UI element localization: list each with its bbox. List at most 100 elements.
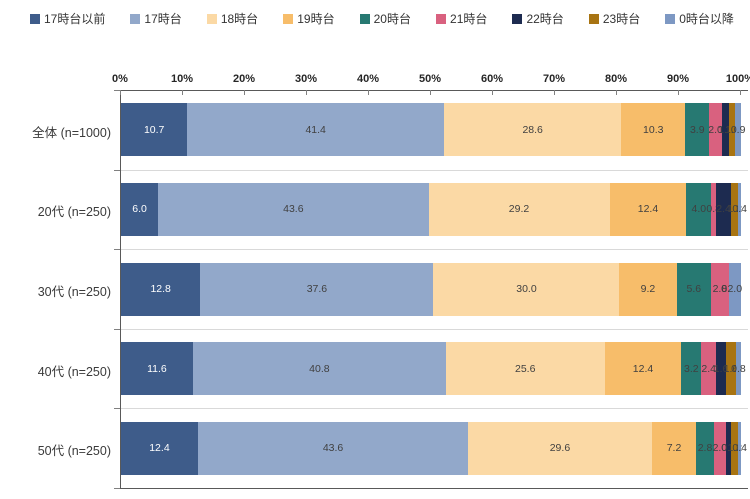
x-axis-line [120,90,748,91]
bar-row-2: 12.837.630.09.25.62.80.00.02.0 [121,262,742,316]
bar-segment: 29.2 [428,182,610,236]
bar-segment: 0.8 [721,421,736,475]
bar-segment: 2.4 [716,182,732,236]
bar-segment: 1.6 [723,342,739,396]
row-separator-line [121,408,748,410]
bar-segment-value: 1.2 [718,123,733,136]
legend-swatch-icon [588,14,599,24]
bar-segment: 9.2 [619,262,677,316]
legend-item-5: 21時台 [436,13,487,25]
y-axis-tick-mark [114,408,120,410]
bar-segment-value: 1.0 [724,123,740,136]
x-axis-tick-label: 70% [542,73,566,85]
bar-segment: 0.4 [732,182,747,236]
bar-segment: 43.6 [197,421,469,475]
bar-segment: 25.6 [445,342,605,396]
legend-item-8: 0時台以降 [665,13,734,25]
category-label: 30代 (n=250) [37,285,111,299]
bar-row-1: 6.0 43.6 29.2 12.4 4.0 0.8 2.4 1.2 0.4 [121,182,747,236]
bar-segment: 2.0 [712,421,728,475]
bar-segment: 1.2 [727,182,742,236]
bar-segment-value: 25.6 [515,362,536,375]
bar-segment: 0.9 [731,103,745,157]
x-axis-tick-label: 30% [294,73,318,85]
x-axis-tick-mark [492,90,493,95]
legend-swatch-icon [206,14,217,24]
x-axis-tick-mark [182,90,183,95]
bar-segment-value: 29.6 [549,441,571,454]
bar-segment-value: 7.2 [666,441,682,454]
bar-segment-value: 6.0 [132,203,147,216]
x-axis-tick-mark [244,90,245,95]
legend-swatch-icon [30,14,40,24]
x-axis-tick-mark [678,90,679,95]
bar-segment-value: 37.6 [306,282,328,295]
bar-segment: 1.6 [714,342,728,396]
bar-segment: 12.4 [609,182,687,236]
legend-item-1: 17時台 [130,13,182,25]
bar-segment: 2.0 [727,262,742,316]
legend-label: 20時台 [373,12,411,26]
legend-item-6: 22時台 [512,12,564,26]
legend-swatch-icon [359,14,370,24]
bar-segment-value: 2.0 [712,441,728,454]
bar-segment: 0.4 [732,421,747,475]
legend-label: 19時台 [297,12,335,26]
bar-segment-value: 4.0 [691,203,707,216]
bar-segment: 40.8 [192,342,446,396]
bar-segment-value: 0.9 [730,123,746,136]
bar-segment: 7.2 [651,421,697,475]
legend-item-4: 20時台 [359,12,411,26]
bar-segment-value: 1.6 [723,362,739,375]
bar-segment: 12.4 [604,342,682,396]
bar-segment-value: 2.8 [712,282,728,295]
bar-segment-value: 1.2 [727,203,743,216]
bar-segment-value: 5.6 [686,282,702,295]
legend-label: 21時台 [450,12,488,26]
bar-segment: 2.0 [708,103,723,157]
legend-item-7: 23時台 [588,12,641,26]
legend-swatch-icon [665,14,676,24]
bar-segment-value: 29.2 [508,203,530,216]
bar-segment: 3.9 [685,103,710,157]
x-axis-tick-label: 10% [170,73,194,85]
legend-item-0: 17時台以前 [30,13,105,25]
bar-segment-value: 0.8 [731,362,746,375]
bar-segment-value: 30.0 [516,282,537,295]
legend-item-2: 18時台 [206,13,258,25]
bar-row-3: 11.6 40.8 25.6 12.4 3.2 2.4 1.6 1.6 0.8 [121,342,746,396]
bar-segment: 1.2 [727,421,742,475]
x-axis-tick-label: 20% [232,73,256,85]
bar-segment-value: 0.4 [732,203,748,216]
legend-label: 0時台以降 [679,12,734,26]
bar-segment: 12.8 [121,262,201,316]
legend-label: 22時台 [526,12,564,26]
bar-segment-value: 2.8 [697,441,713,454]
y-axis-line [120,90,121,488]
bar-segment: 37.6 [200,262,434,316]
bar-row-4: 12.4 43.6 29.6 7.2 2.8 2.0 0.8 1.2 0.4 [121,421,747,475]
x-axis-tick-label: 90% [666,73,690,85]
bar-segment-value: 0.8 [706,203,721,216]
x-axis-tick-mark [306,90,307,95]
row-separator-line [121,328,748,330]
legend-item-3: 19時台 [283,12,335,26]
bar-segment-value: 10.7 [143,123,165,136]
x-axis-tick-mark [554,90,555,95]
bar-row-0: 10.7 41.4 28.6 10.3 3.9 2.0 1.2 1.0 0.9 [121,103,745,157]
bar-segment-value: 0.8 [721,441,736,454]
bar-segment: 0.8 [731,342,746,396]
bar-segment-value: 40.8 [309,362,330,375]
category-label: 50代 (n=250) [37,444,111,459]
bar-segment: 5.6 [676,262,712,316]
bar-segment-value: 12.8 [150,282,171,295]
bar-segment-value: 43.6 [322,441,344,454]
legend-label: 23時台 [602,12,641,26]
chart-legend: 17時台以前 17時台 18時台 19時台 20時台 21時台 22時台 23時台 0時台以降 [30,10,734,28]
category-label: 20代 (n=250) [37,205,111,220]
bar-segment: 11.6 [121,342,193,396]
bar-segment-value: 2.4 [716,203,731,216]
x-axis-tick-mark [368,90,369,95]
bar-segment-value: 2.4 [701,362,717,375]
